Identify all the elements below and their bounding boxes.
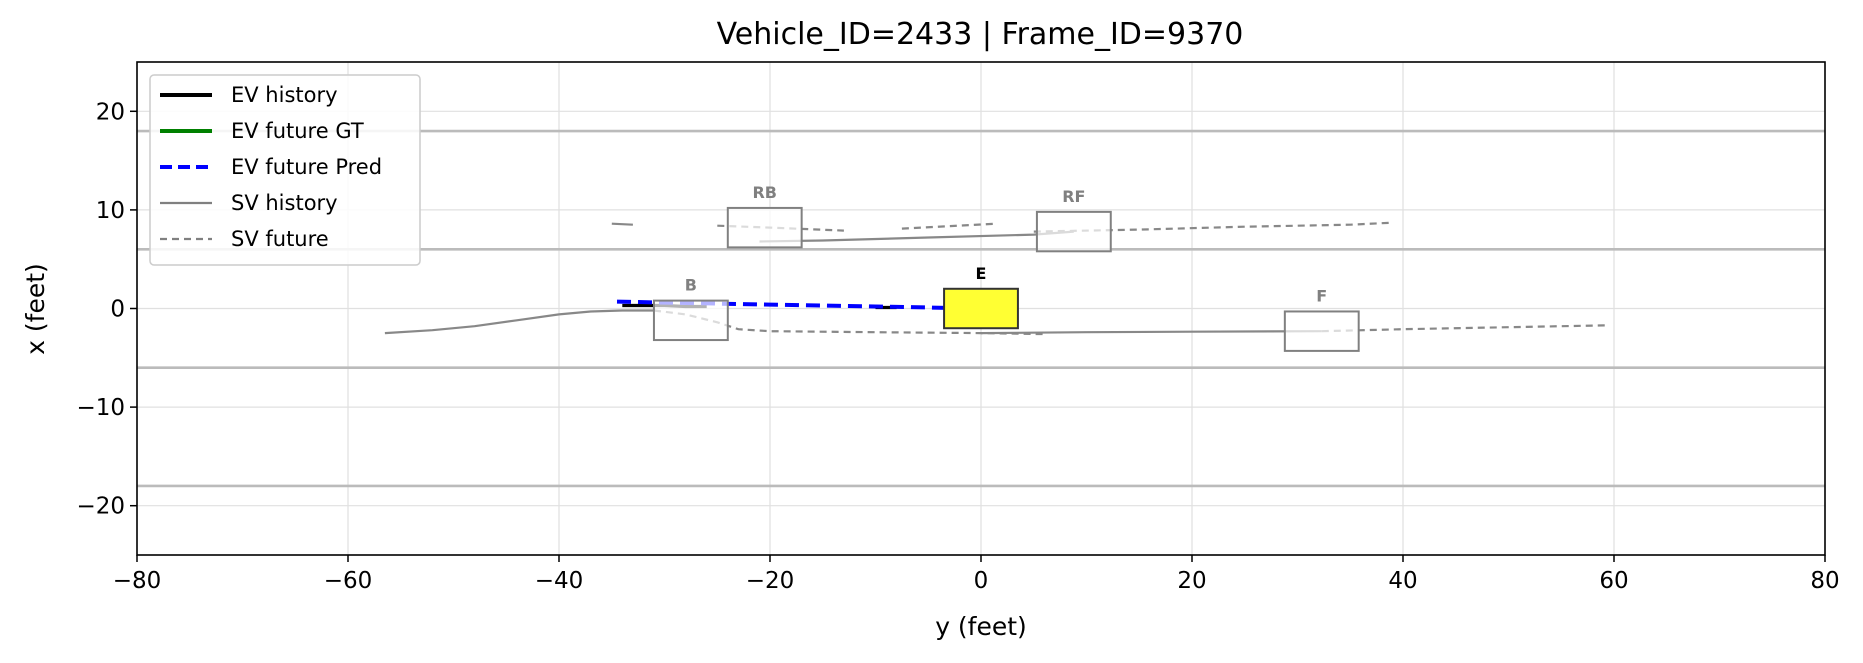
- y-axis-label: x (feet): [21, 263, 50, 355]
- series-sv-future: [901, 222, 997, 230]
- series-sv-history: [759, 230, 1074, 243]
- x-tick-label: −40: [535, 568, 584, 594]
- vehicle-box-rb: [726, 206, 803, 249]
- vehicles: E B RB RF F: [652, 183, 1360, 352]
- x-tick-label: 0: [974, 568, 989, 594]
- y-tick-label: 20: [96, 99, 125, 125]
- vehicle-label-e: E: [976, 264, 987, 283]
- series-sv-future: [1321, 324, 1609, 333]
- legend-label: SV history: [231, 191, 338, 215]
- y-tick-label: 10: [96, 198, 125, 224]
- series-sv-history: [384, 309, 654, 335]
- y-tick-label: 0: [110, 297, 125, 323]
- series-sv-future: [1033, 221, 1393, 233]
- vehicle-box-f: [1283, 310, 1360, 352]
- y-tick-label: −10: [76, 395, 125, 421]
- x-tick-label: 40: [1388, 568, 1417, 594]
- legend-box: [149, 74, 421, 266]
- vehicle-label-rf: RF: [1062, 187, 1085, 206]
- series-sv-history: [611, 222, 633, 226]
- x-axis-label: y (feet): [935, 612, 1027, 641]
- vehicle-label-rb: RB: [752, 183, 777, 202]
- x-tick-label: 20: [1177, 568, 1206, 594]
- legend-label: EV history: [231, 83, 338, 107]
- vehicle-box-b: [652, 299, 729, 342]
- vehicle-label-b: B: [685, 276, 697, 295]
- x-tick-label: 60: [1599, 568, 1628, 594]
- series-sv-history: [980, 330, 1322, 335]
- x-tick-label: −80: [113, 568, 162, 594]
- x-axis-ticks: −80 −60 −40 −20 0 20 40 60 80: [113, 555, 1840, 594]
- legend: EV history EV future GT EV future Pred SV h…: [149, 74, 421, 266]
- legend-label: EV future Pred: [231, 155, 382, 179]
- x-tick-label: 80: [1810, 568, 1839, 594]
- vehicle-box-e: [943, 287, 1019, 330]
- legend-label: EV future GT: [231, 119, 364, 143]
- x-tick-label: −60: [324, 568, 373, 594]
- x-tick-label: −20: [746, 568, 795, 594]
- chart-title: Vehicle_ID=2433 | Frame_ID=9370: [717, 17, 1244, 52]
- vehicle-box-rf: [1035, 210, 1112, 253]
- y-axis-ticks: −20 −10 0 10 20: [76, 99, 137, 520]
- legend-label: SV future: [231, 227, 329, 251]
- vehicle-label-f: F: [1316, 286, 1327, 305]
- y-tick-label: −20: [76, 494, 125, 520]
